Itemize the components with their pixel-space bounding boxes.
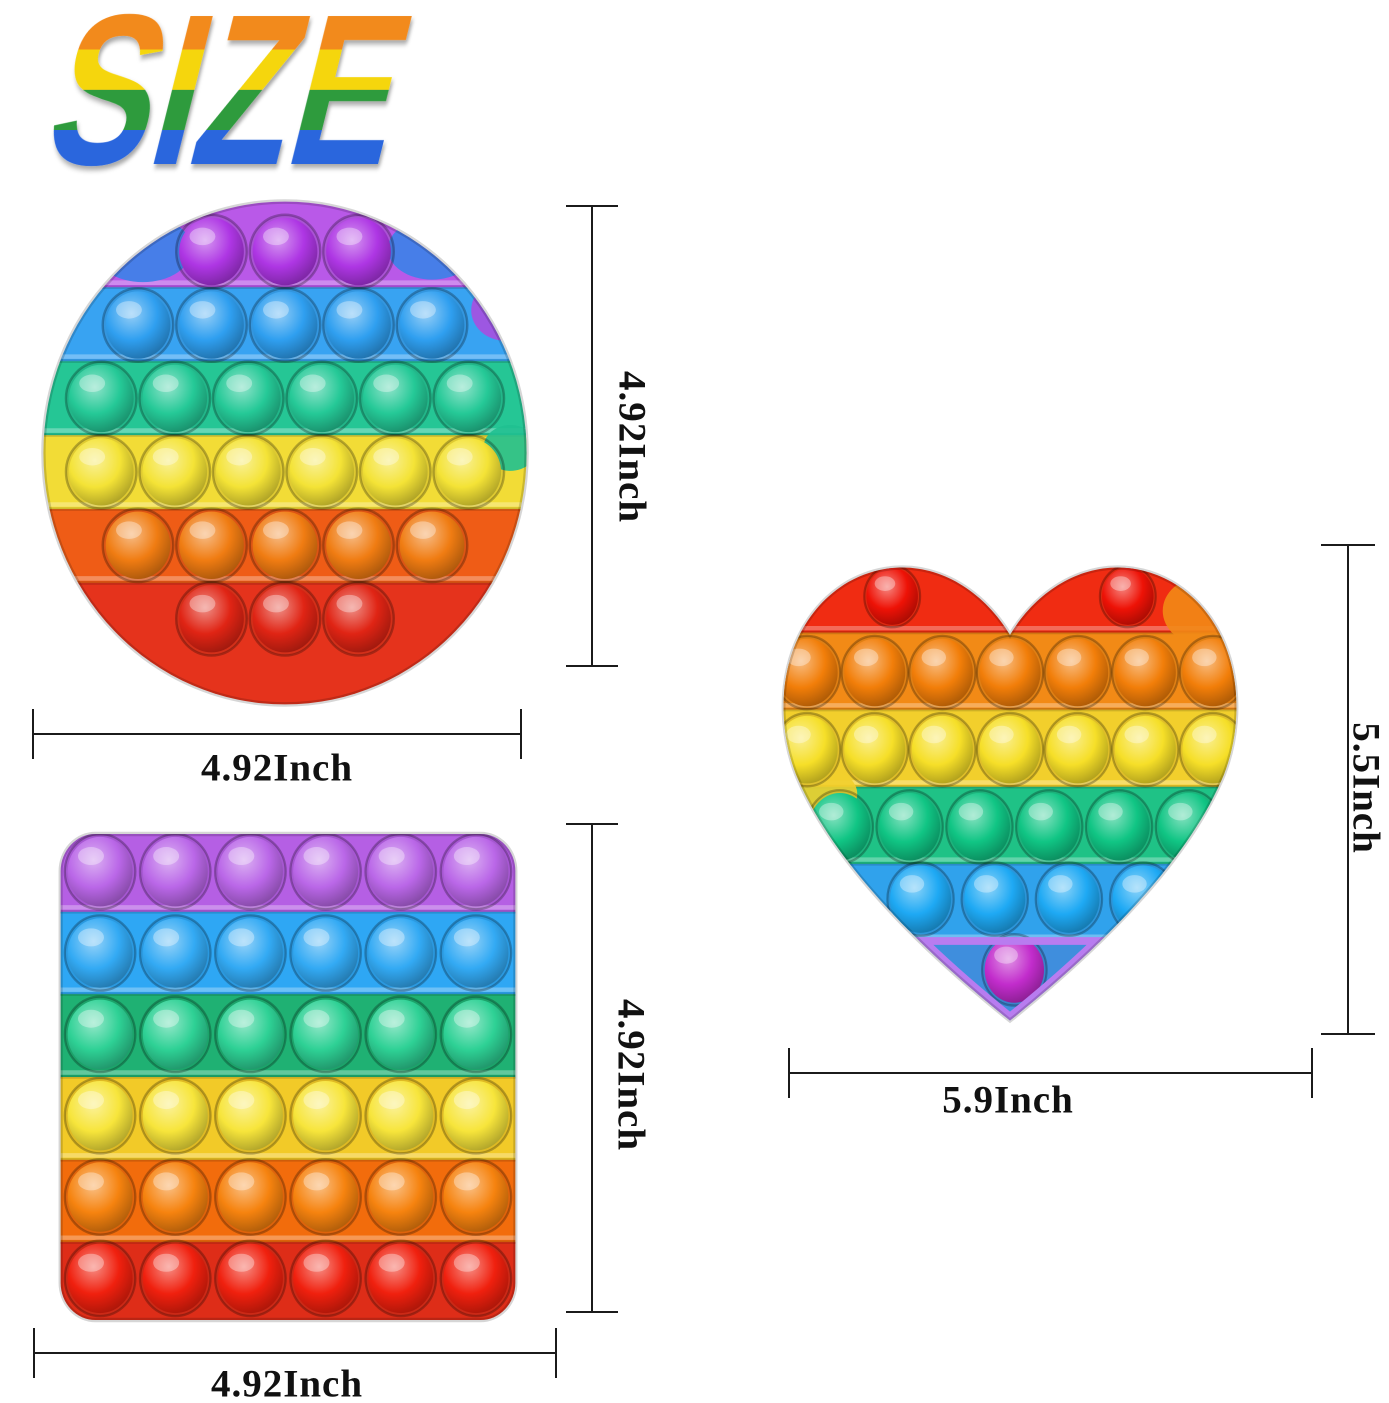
dimension-tick — [520, 709, 522, 759]
heart-height-label: 5.5Inch — [1344, 722, 1388, 854]
square-popit — [56, 829, 520, 1325]
square-width-dimension — [33, 1328, 557, 1378]
heart-width-label: 5.9Inch — [942, 1078, 1074, 1122]
logo-text: SIZE — [29, 2, 433, 180]
dimension-line — [32, 733, 522, 735]
dimension-cap — [1321, 1033, 1375, 1035]
dimension-line — [591, 823, 593, 1313]
size-logo: SIZE — [29, 2, 433, 180]
circle-height-dimension — [566, 205, 618, 667]
heart-width-dimension — [788, 1048, 1313, 1098]
square-width-label: 4.92Inch — [210, 1362, 364, 1403]
circle-width-dimension — [32, 709, 522, 759]
square-height-label: 4.92Inch — [609, 998, 653, 1152]
circle-popit — [40, 198, 530, 708]
dimension-tick — [555, 1328, 557, 1378]
dimension-line — [1347, 544, 1349, 1035]
dimension-line — [591, 205, 593, 667]
dimension-line — [33, 1352, 557, 1354]
dimension-line — [788, 1072, 1313, 1074]
square-height-dimension — [566, 823, 618, 1313]
dimension-tick — [1311, 1048, 1313, 1098]
circle-height-label: 4.92Inch — [610, 370, 654, 524]
dimension-cap — [566, 1311, 618, 1313]
heart-height-dimension — [1321, 544, 1375, 1035]
dimension-cap — [566, 665, 618, 667]
heart-popit — [770, 553, 1250, 1035]
circle-width-label: 4.92Inch — [200, 746, 354, 790]
